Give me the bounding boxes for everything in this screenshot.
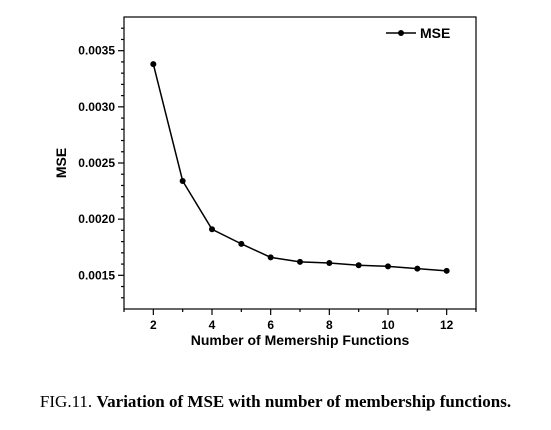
y-tick-label: 0.0015 [78,268,115,282]
x-tick-label: 8 [326,318,333,332]
figure-caption: FIG.11. Variation of MSE with number of … [0,392,551,412]
data-point [355,262,362,269]
series-layer [150,61,450,274]
y-tick-label: 0.0020 [78,212,115,226]
caption-title: Variation of MSE with number of membersh… [96,392,512,411]
x-tick-label: 4 [209,318,216,332]
x-axis: 2 4 6 8 10 12 [123,309,477,332]
data-point [385,263,391,270]
data-point [443,267,450,274]
legend-entry-mse: MSE [420,25,450,41]
y-axis: 0.0015 0.0020 0.0025 0.0030 0.0035 [78,27,124,299]
series-line-mse [152,63,447,272]
data-point [414,265,421,272]
data-point [297,258,303,265]
data-point [150,61,157,68]
legend: MSE [386,25,450,41]
caption-prefix: FIG.11. [39,392,97,411]
data-point [267,254,274,261]
data-point [238,240,245,247]
y-tick-label: 0.0035 [78,44,115,58]
x-tick-label: 10 [381,318,395,332]
x-tick-label: 2 [150,318,157,332]
y-axis-label: MSE [53,148,69,178]
data-point [326,259,333,266]
data-point [209,226,215,233]
y-tick-label: 0.0030 [78,100,115,114]
legend-marker [398,30,404,36]
data-point [179,177,186,184]
x-tick-label: 12 [440,318,454,332]
plot-frame [123,16,477,310]
mse-chart: 2 4 6 8 10 12 0.00150.00200.00250.00300.0035 … [53,16,477,348]
x-axis-label: Number of Memership Functions [191,332,410,348]
x-tick-label: 6 [267,318,274,332]
y-tick-label: 0.0025 [78,156,115,170]
